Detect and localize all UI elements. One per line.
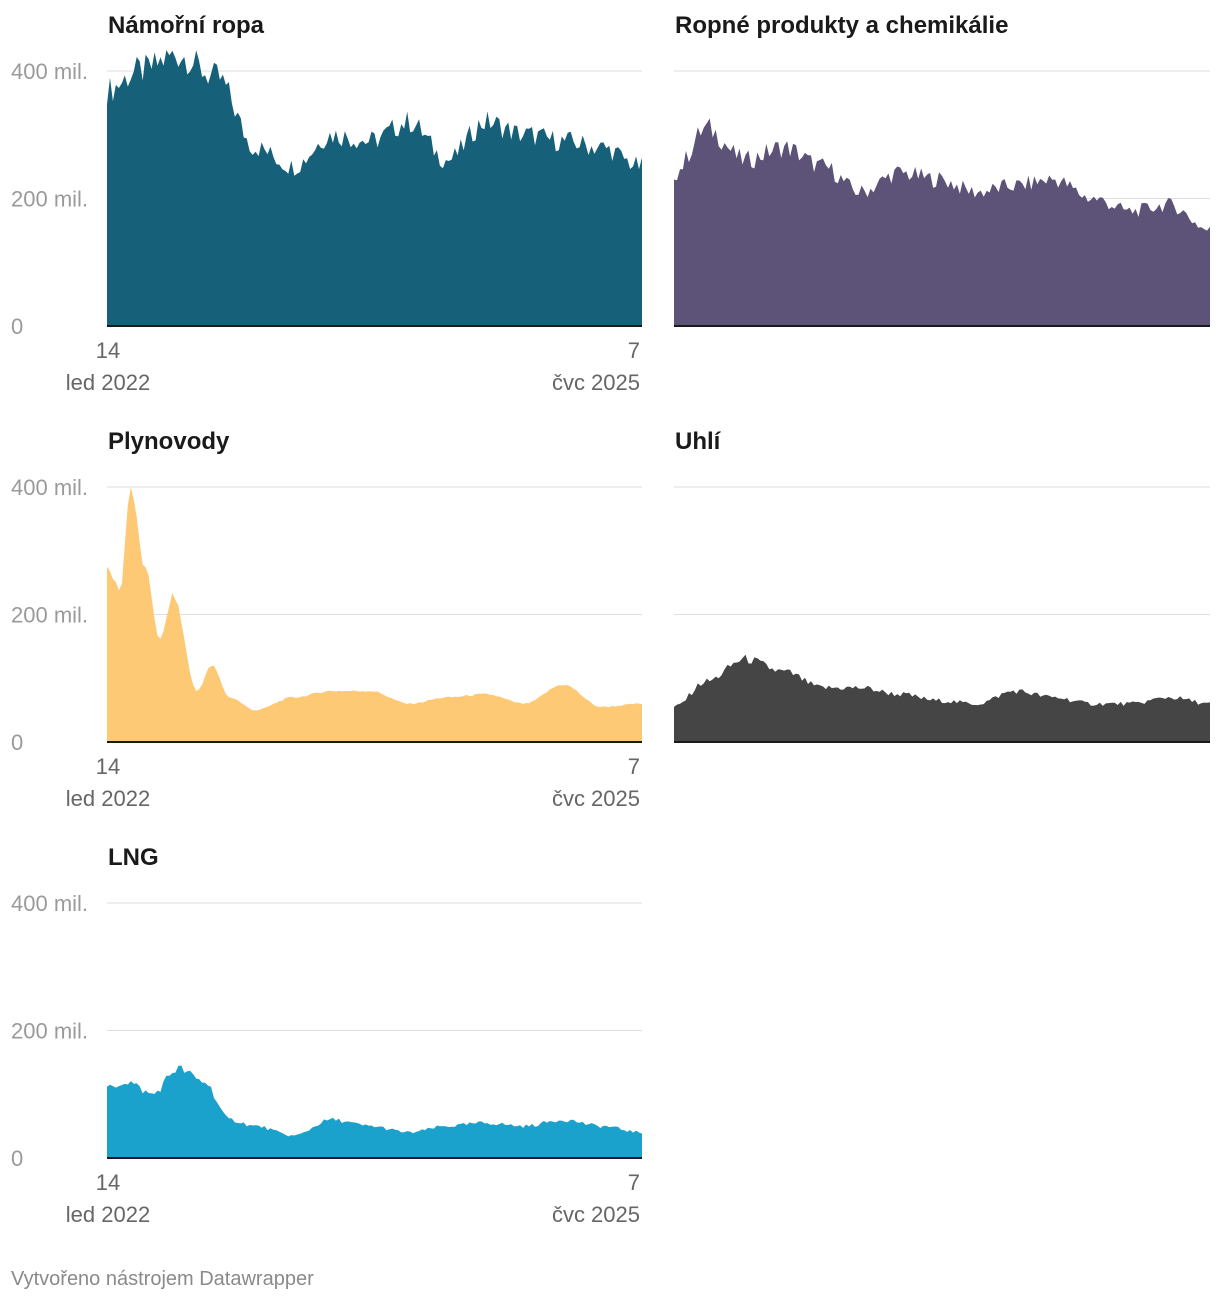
y-tick-label: 400 mil.: [11, 475, 88, 500]
panel-4: LNG 0 200 mil. 400 mil. 14 led 2022 7 čvc 2025: [11, 844, 642, 1227]
x-tick-label-day: 7: [628, 1170, 640, 1195]
y-tick-label: 400 mil.: [11, 891, 88, 916]
x-tick-label-month: čvc 2025: [552, 786, 640, 811]
panel-title: LNG: [108, 844, 159, 871]
series-area: [107, 50, 642, 326]
x-tick-label-day: 14: [96, 338, 120, 363]
footer-credit: Vytvořeno nástrojem Datawrapper: [11, 1268, 314, 1290]
panel-title: Uhlí: [675, 428, 722, 455]
panel-2: Plynovody 0 200 mil. 400 mil. 14 led 2022 7 čvc…: [11, 428, 642, 811]
x-tick-label-month: čvc 2025: [552, 1202, 640, 1227]
panel-title: Plynovody: [108, 428, 230, 455]
x-tick-label-day: 7: [628, 754, 640, 779]
x-tick-label-month: led 2022: [66, 1202, 150, 1227]
x-tick-label-month: čvc 2025: [552, 370, 640, 395]
panel-title: Ropné produkty a chemikálie: [675, 12, 1008, 39]
y-tick-label: 200 mil.: [11, 603, 88, 628]
x-tick-label-day: 14: [96, 754, 120, 779]
series-area: [674, 654, 1210, 742]
panel-0: Námořní ropa 0 200 mil. 400 mil. 14 led 2022 7…: [11, 12, 642, 395]
panel-1: Ropné produkty a chemikálie: [674, 12, 1210, 327]
panel-title: Námořní ropa: [108, 12, 265, 39]
series-area: [107, 487, 642, 742]
series-area: [674, 118, 1210, 326]
series-area: [107, 1065, 642, 1158]
y-tick-label: 0: [11, 314, 23, 339]
y-tick-label: 0: [11, 1146, 23, 1171]
x-tick-label-month: led 2022: [66, 370, 150, 395]
y-tick-label: 200 mil.: [11, 187, 88, 212]
y-tick-label: 200 mil.: [11, 1019, 88, 1044]
panel-3: Uhlí: [674, 428, 1210, 743]
x-tick-label-month: led 2022: [66, 786, 150, 811]
x-tick-label-day: 7: [628, 338, 640, 363]
y-tick-label: 0: [11, 730, 23, 755]
x-tick-label-day: 14: [96, 1170, 120, 1195]
y-tick-label: 400 mil.: [11, 59, 88, 84]
